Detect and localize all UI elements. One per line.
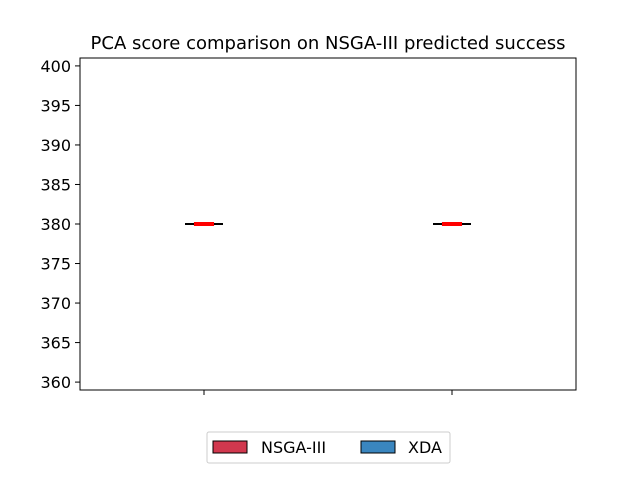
box-series-group (185, 222, 471, 226)
y-tick-label: 375 (40, 255, 71, 274)
legend: NSGA-III XDA (206, 431, 451, 464)
legend-label-xda: XDA (408, 438, 442, 457)
legend-swatch-nsga-iii (212, 440, 248, 454)
y-tick-label: 395 (40, 96, 71, 115)
y-tick-label: 385 (40, 175, 71, 194)
chart-title: PCA score comparison on NSGA-III predict… (91, 33, 566, 54)
y-tick-label: 390 (40, 136, 71, 155)
x-axis (203, 390, 453, 395)
legend-swatch-xda (360, 440, 396, 454)
y-tick-label: 360 (40, 373, 71, 392)
plot-area (79, 57, 577, 391)
y-tick-label: 370 (40, 294, 71, 313)
y-tick-label: 365 (40, 334, 71, 353)
legend-label-nsga-iii: NSGA-III (261, 438, 326, 457)
legend-frame (206, 431, 451, 464)
y-tick-label: 400 (40, 57, 71, 76)
y-axis: 360 365 370 375 380 385 390 395 400 (40, 57, 80, 392)
y-tick-label: 380 (40, 215, 71, 234)
